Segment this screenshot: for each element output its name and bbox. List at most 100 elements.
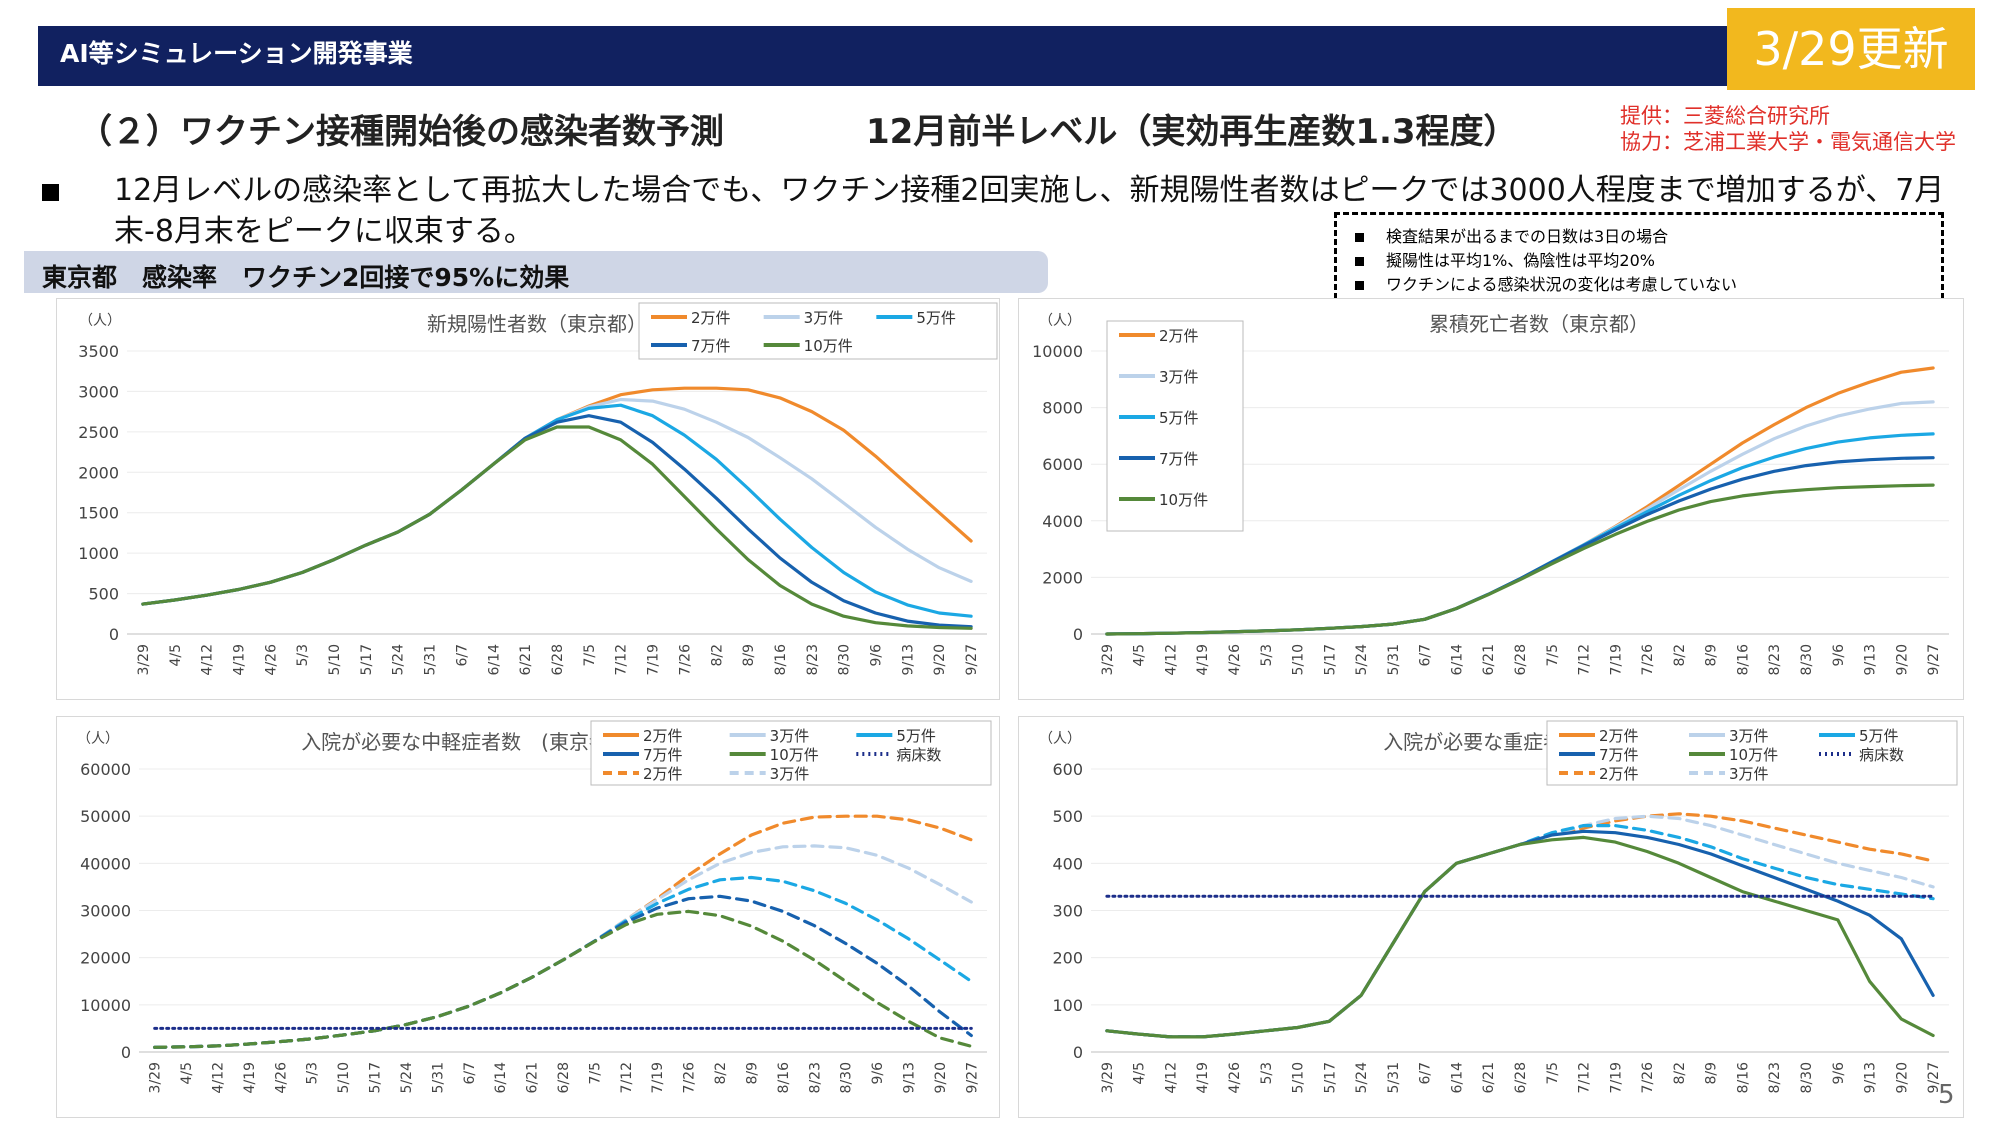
x-tick-label: 8/23 — [1767, 1062, 1783, 1093]
x-tick-label: 8/23 — [1767, 644, 1783, 675]
legend-label: 10万件 — [1729, 746, 1778, 764]
section-title: AI等シミュレーション開発事業 — [60, 39, 413, 68]
x-tick-label: 4/19 — [1195, 644, 1211, 675]
x-tick-label: 5/3 — [1259, 644, 1275, 667]
x-tick-label: 7/19 — [650, 1062, 666, 1093]
x-tick-label: 6/21 — [518, 644, 534, 675]
x-tick-label: 6/14 — [1449, 1062, 1465, 1094]
x-tick-label: 5/3 — [295, 644, 311, 667]
x-tick-label: 4/5 — [1132, 644, 1148, 667]
x-tick-label: 3/29 — [1100, 1062, 1116, 1093]
x-tick-label: 7/12 — [619, 1062, 635, 1093]
x-tick-label: 6/14 — [486, 644, 502, 676]
series-line-10万件 — [153, 909, 973, 1049]
legend-label: 2万件 — [1599, 727, 1639, 745]
x-tick-label: 9/20 — [1894, 1062, 1910, 1093]
x-tick-label: 9/27 — [964, 1062, 980, 1093]
credit-cooperation: 協力：芝浦工業大学・電気通信大学 — [1620, 130, 1956, 154]
y-axis-label: （人） — [79, 313, 121, 329]
x-tick-label: 7/19 — [1608, 1062, 1624, 1093]
x-tick-label: 5/10 — [327, 644, 343, 675]
x-tick-label: 9/13 — [1863, 1062, 1879, 1093]
y-tick-label: 500 — [88, 585, 119, 604]
severe-hospitalization-chart: 0 100 200 300 400 500 600 （人） 3/29 4/5 4/12 4/19 4/2… — [1018, 716, 1964, 1118]
series-line-3万件 — [153, 844, 973, 1049]
chart-svg: 0 500 1000 1500 2000 2500 3000 3500 （人） 3/29 4/5 4/… — [78, 302, 998, 676]
legend-label: 5万件 — [896, 727, 936, 745]
x-tick-label: 6/21 — [1481, 644, 1497, 675]
chart-title: 入院が必要な中軽症者数 (東京都) — [301, 730, 617, 754]
legend-label: 2万件 — [691, 309, 731, 327]
legend-label: 10万件 — [1159, 491, 1208, 509]
x-tick-label: 6/7 — [454, 644, 470, 667]
x-tick-label: 7/26 — [677, 644, 693, 676]
x-tick-label: 4/5 — [179, 1062, 195, 1085]
x-tick-label: 5/10 — [1291, 1062, 1307, 1093]
y-tick-label: 40000 — [80, 854, 131, 873]
x-tick-label: 7/12 — [614, 644, 630, 675]
y-axis-label: （人） — [77, 731, 119, 747]
x-tick-label: 3/29 — [136, 644, 152, 675]
legend-label: 7万件 — [1599, 746, 1639, 764]
series-line-10万件 — [1105, 483, 1935, 636]
x-tick-label: 8/9 — [741, 644, 757, 667]
x-tick-label: 8/16 — [773, 644, 789, 676]
page-number: 5 — [1938, 1080, 1955, 1110]
legend-label: 2万件 — [643, 727, 683, 745]
x-tick-label: 7/12 — [1577, 1062, 1593, 1093]
y-tick-label: 1500 — [78, 504, 119, 523]
x-tick-label: 4/19 — [231, 644, 247, 675]
x-tick-label: 7/5 — [582, 644, 598, 667]
legend-label: 病床数 — [896, 746, 941, 764]
x-tick-label: 8/9 — [1704, 644, 1720, 667]
x-tick-label: 7/26 — [1640, 644, 1656, 676]
scenario-band — [24, 251, 1048, 293]
x-tick-label: 8/30 — [1799, 644, 1815, 675]
y-tick-label: 10000 — [1032, 342, 1083, 361]
y-tick-label: 400 — [1052, 854, 1083, 873]
x-tick-label: 8/2 — [709, 644, 725, 667]
x-tick-label: 9/13 — [1863, 644, 1879, 675]
x-tick-label: 8/23 — [807, 1062, 823, 1093]
legend-label: 5万件 — [916, 309, 956, 327]
x-tick-label: 4/12 — [200, 644, 216, 675]
x-tick-label: 6/28 — [556, 1062, 572, 1093]
y-tick-label: 0 — [1073, 1043, 1083, 1062]
x-tick-label: 6/28 — [1513, 644, 1529, 675]
x-tick-label: 5/24 — [1354, 1062, 1370, 1094]
legend-box — [1106, 320, 1244, 532]
legend-label: 3万件 — [770, 765, 810, 783]
page-subheading: 12月前半レベル（実効再生産数1.3程度） — [866, 112, 1518, 152]
x-tick-label: 9/6 — [869, 644, 885, 667]
legend-box — [638, 302, 998, 360]
y-tick-label: 6000 — [1042, 455, 1083, 474]
x-tick-label: 3/29 — [1100, 644, 1116, 675]
y-tick-label: 0 — [109, 625, 119, 644]
legend-label: 7万件 — [691, 337, 731, 355]
y-tick-label: 30000 — [80, 902, 131, 921]
x-tick-label: 5/17 — [1322, 1062, 1338, 1093]
assumptions-box: 検査結果が出るまでの日数は3日の場合 擬陽性は平均1%、偽陰性は平均20% ワク… — [1334, 212, 1944, 308]
legend-label: 5万件 — [1859, 727, 1899, 745]
x-tick-label: 6/21 — [525, 1062, 541, 1093]
credit-provider: 提供：三菱総合研究所 — [1620, 104, 1830, 128]
x-tick-label: 8/2 — [1672, 644, 1688, 667]
x-tick-label: 9/6 — [1831, 1062, 1847, 1085]
header-bar — [38, 26, 1972, 86]
x-tick-label: 8/2 — [713, 1062, 729, 1085]
y-tick-label: 1000 — [78, 544, 119, 563]
legend-label: 3万件 — [1729, 727, 1769, 745]
chart-title: 新規陽性者数（東京都） — [427, 312, 647, 336]
x-tick-label: 8/2 — [1672, 1062, 1688, 1085]
y-tick-label: 2000 — [1042, 568, 1083, 587]
x-tick-label: 6/21 — [1481, 1062, 1497, 1093]
legend-label: 3万件 — [770, 727, 810, 745]
y-axis-label: （人） — [1039, 313, 1081, 329]
note-item: 検査結果が出るまでの日数は3日の場合 — [1355, 223, 1668, 247]
y-axis-label: （人） — [1039, 731, 1081, 747]
series-line-10万件 — [1105, 835, 1935, 1039]
legend-label: 2万件 — [643, 765, 683, 783]
chart-svg: 0 2000 4000 6000 8000 10000 （人） 3/29 4/5 4/12 4/19… — [1032, 312, 1949, 676]
x-tick-label: 8/30 — [839, 1062, 855, 1093]
x-tick-label: 5/17 — [359, 644, 375, 675]
